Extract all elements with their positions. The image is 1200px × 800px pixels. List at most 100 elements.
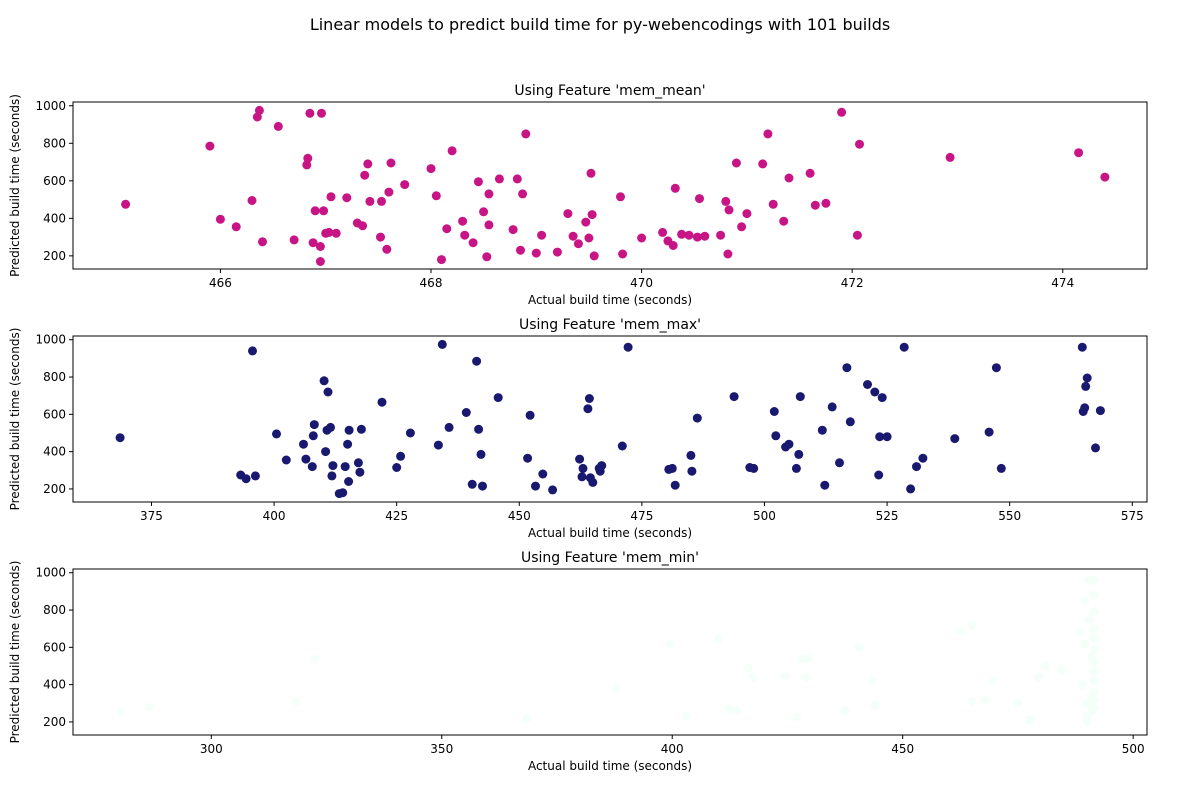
- data-point: [700, 231, 710, 241]
- data-point: [272, 429, 281, 439]
- data-point: [396, 451, 406, 461]
- x-tick-label: 400: [661, 742, 684, 756]
- data-point: [310, 206, 320, 216]
- x-tick-label: 500: [1122, 742, 1145, 756]
- figure-title: Linear models to predict build time for …: [310, 15, 890, 34]
- data-point: [319, 206, 329, 216]
- data-point: [877, 393, 887, 403]
- data-point: [855, 139, 864, 149]
- data-point: [875, 432, 885, 442]
- y-tick-label: 600: [43, 640, 66, 654]
- data-point: [835, 458, 844, 468]
- data-point: [1084, 614, 1094, 624]
- data-point: [205, 141, 215, 151]
- data-point: [577, 472, 587, 482]
- data-point: [794, 449, 804, 459]
- data-point: [618, 249, 628, 259]
- data-point: [437, 255, 446, 265]
- x-axis-label: Actual build time (seconds): [528, 293, 692, 307]
- data-point: [780, 670, 790, 680]
- data-point: [842, 363, 852, 373]
- y-tick-label: 400: [43, 678, 66, 692]
- data-point: [365, 196, 375, 206]
- data-point: [668, 241, 678, 250]
- data-point: [1089, 687, 1099, 697]
- data-point: [377, 196, 386, 206]
- data-point: [792, 712, 802, 722]
- data-point: [845, 417, 855, 427]
- x-tick-label: 468: [420, 276, 443, 290]
- x-tick-label: 525: [876, 509, 899, 523]
- data-point: [771, 431, 781, 441]
- data-point: [431, 191, 441, 201]
- data-point: [1080, 639, 1090, 649]
- data-point: [308, 431, 318, 441]
- data-point: [817, 425, 827, 435]
- data-point: [967, 696, 977, 706]
- data-point: [687, 466, 697, 476]
- data-point: [1089, 657, 1099, 667]
- data-point: [309, 420, 319, 430]
- data-point: [743, 663, 753, 673]
- data-point: [575, 454, 585, 464]
- data-point: [305, 108, 315, 118]
- data-point: [721, 196, 731, 206]
- data-point: [356, 424, 366, 434]
- data-point: [713, 634, 723, 644]
- data-point: [950, 434, 960, 444]
- x-tick-label: 500: [753, 509, 776, 523]
- data-point: [531, 248, 541, 258]
- data-point: [478, 481, 487, 491]
- data-point: [870, 700, 880, 710]
- data-point: [692, 413, 702, 423]
- data-point: [748, 672, 758, 682]
- data-point: [476, 449, 486, 459]
- data-point: [1013, 698, 1023, 708]
- data-point: [906, 484, 916, 494]
- x-tick-label: 474: [1051, 276, 1074, 290]
- data-point: [433, 440, 443, 450]
- data-point: [984, 427, 994, 437]
- axes-frame: [72, 101, 1148, 270]
- data-point: [1034, 672, 1044, 682]
- plot-area: [73, 336, 1147, 502]
- data-point: [358, 221, 368, 231]
- data-point: [1089, 575, 1099, 585]
- data-point: [742, 209, 752, 219]
- data-point: [899, 342, 909, 352]
- data-point: [508, 225, 518, 235]
- data-point: [254, 105, 264, 115]
- data-point: [538, 469, 548, 479]
- data-point: [360, 170, 370, 180]
- subplot-title: Using Feature 'mem_max': [519, 317, 701, 333]
- data-point: [827, 402, 837, 412]
- data-point: [516, 245, 525, 255]
- data-point: [384, 187, 394, 197]
- data-point: [821, 198, 831, 208]
- data-point: [331, 228, 341, 238]
- data-point: [588, 477, 598, 487]
- x-tick-label: 550: [998, 509, 1021, 523]
- x-tick-label: 470: [630, 276, 653, 290]
- subplot-3: 300 350 400 450 500 200 400 600 800 1000 Using Fea…: [8, 550, 1148, 773]
- data-point: [1081, 381, 1091, 391]
- data-point: [868, 676, 878, 686]
- data-point: [692, 232, 702, 242]
- subplot-title: Using Feature 'mem_min': [521, 550, 699, 566]
- data-point: [317, 108, 326, 118]
- data-point: [258, 237, 267, 247]
- data-point: [584, 394, 594, 403]
- data-point: [392, 463, 402, 472]
- data-point: [587, 210, 597, 220]
- data-point: [677, 229, 687, 239]
- data-point: [769, 407, 779, 416]
- data-point: [426, 164, 436, 174]
- data-point: [918, 453, 928, 463]
- data-point: [1089, 676, 1099, 686]
- data-point: [589, 251, 599, 261]
- data-point: [484, 189, 494, 199]
- y-tick-label: 1000: [35, 99, 66, 113]
- data-point: [308, 238, 318, 248]
- data-point: [250, 471, 260, 481]
- scatter-series: [121, 105, 1110, 266]
